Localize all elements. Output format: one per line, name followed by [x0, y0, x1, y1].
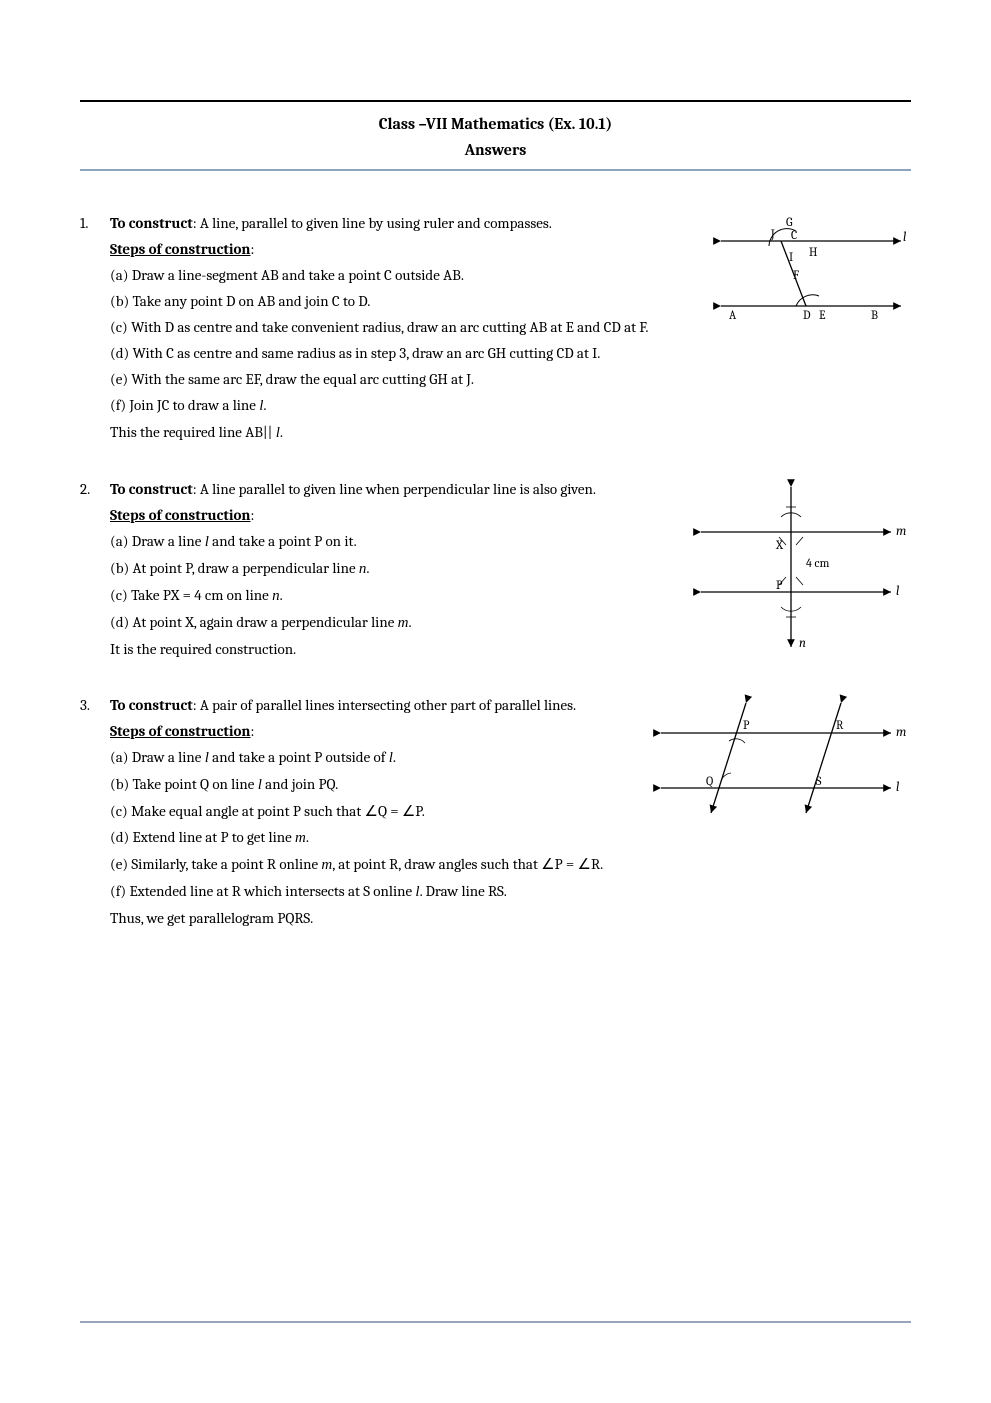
lbl-H: H [809, 245, 817, 259]
lbl-F: F [793, 268, 799, 282]
step-c: (c) Take PX = 4 cm on line n. [110, 583, 660, 608]
step-list: (a) Draw a line l and take a point P on … [110, 529, 660, 661]
top-rule [80, 100, 911, 102]
construct-text: : A line parallel to given line when per… [193, 480, 596, 498]
construct-label: To construct [110, 480, 193, 498]
step-conclusion: It is the required construction. [110, 637, 660, 661]
steps-label: Steps of construction [110, 722, 251, 740]
step-list-cont: (d) Extend line at P to get line m. (e) … [110, 825, 911, 930]
step-c: (c) With D as centre and take convenient… [110, 315, 670, 339]
step-conclusion: Thus, we get parallelogram PQRS. [110, 906, 911, 930]
lbl-S: S [816, 774, 822, 788]
figure-2: X P 4 cm m l n [691, 477, 911, 657]
step-d: (d) With C as centre and same radius as … [110, 341, 911, 365]
step-f: (f) Join JC to draw a line l. [110, 393, 911, 418]
problem-number: 1. [80, 211, 110, 447]
construct-text: : A pair of parallel lines intersecting … [193, 696, 576, 714]
construct-label: To construct [110, 696, 193, 714]
problem-3: 3. To construct: A pair of parallel line… [80, 693, 911, 932]
lbl-B: B [871, 308, 878, 322]
figure-3: P R Q S m l [651, 693, 911, 823]
lbl-4cm: 4 cm [806, 556, 830, 570]
lbl-P: P [743, 718, 750, 732]
problem-number: 3. [80, 693, 110, 932]
lbl-X: X [775, 538, 784, 552]
step-e: (e) Similarly, take a point R online m, … [110, 852, 911, 877]
construct-label: To construct [110, 214, 193, 232]
lbl-A: A [729, 308, 737, 322]
step-c: (c) Make equal angle at point P such tha… [110, 799, 650, 823]
step-a: (a) Draw a line l and take a point P out… [110, 745, 650, 770]
lbl-l: l [896, 584, 899, 599]
page-header: Class –VII Mathematics (Ex. 10.1) Answer… [80, 112, 911, 163]
step-list: (a) Draw a line l and take a point P out… [110, 745, 650, 823]
step-conclusion: This the required line AB|| l. [110, 420, 911, 445]
lbl-m: m [896, 524, 906, 539]
step-a: (a) Draw a line-segment AB and take a po… [110, 263, 670, 287]
step-e: (e) With the same arc EF, draw the equal… [110, 367, 911, 391]
steps-label: Steps of construction [110, 506, 251, 524]
step-b: (b) Take any point D on AB and join C to… [110, 289, 670, 313]
problem-number: 2. [80, 477, 110, 663]
lbl-m: m [896, 725, 906, 740]
lbl-D: D [803, 308, 811, 322]
header-title-1: Class –VII Mathematics (Ex. 10.1) [80, 112, 911, 138]
figure-1: G C J H I F A D E B l [711, 211, 911, 331]
lbl-J: J [770, 227, 775, 241]
lbl-P: P [776, 578, 783, 592]
step-list: (a) Draw a line-segment AB and take a po… [110, 263, 670, 339]
lbl-I: I [789, 250, 793, 264]
lbl-E: E [819, 308, 826, 322]
lbl-l: l [896, 780, 899, 795]
step-d: (d) At point X, again draw a perpendicul… [110, 610, 660, 635]
construct-text: : A line, parallel to given line by usin… [193, 214, 552, 232]
step-a: (a) Draw a line l and take a point P on … [110, 529, 660, 554]
problem-1: 1. To construct: A line, parallel to giv… [80, 211, 911, 447]
step-f: (f) Extended line at R which intersects … [110, 879, 911, 904]
lbl-Q: Q [706, 774, 713, 788]
step-list-cont: (d) With C as centre and same radius as … [110, 341, 911, 445]
lbl-R: R [836, 718, 844, 732]
header-title-2: Answers [80, 138, 911, 164]
bottom-rule [80, 1321, 911, 1323]
problem-2: 2. To construct: A line parallel to give… [80, 477, 911, 663]
lbl-l: l [903, 230, 906, 245]
step-b: (b) At point P, draw a perpendicular lin… [110, 556, 660, 581]
steps-label: Steps of construction [110, 240, 251, 258]
lbl-C: C [791, 228, 797, 242]
step-b: (b) Take point Q on line l and join PQ. [110, 772, 650, 797]
step-d: (d) Extend line at P to get line m. [110, 825, 911, 850]
header-underline [80, 169, 911, 171]
lbl-n: n [799, 636, 806, 651]
lbl-G: G [786, 215, 793, 229]
